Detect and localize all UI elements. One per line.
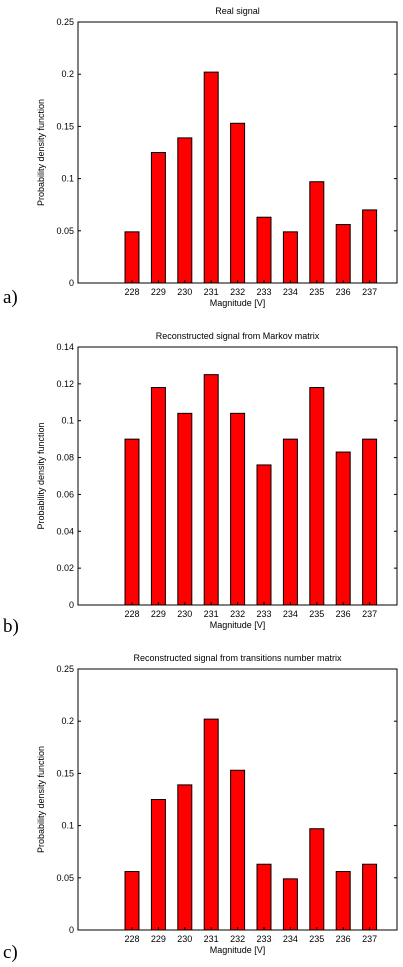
y-axis-label-c: Probability density function [36, 746, 46, 853]
y-tick-label-b: 0.12 [56, 379, 74, 389]
y-tick-label-c: 0.15 [56, 768, 74, 778]
bar-a-237 [362, 209, 378, 284]
y-tick-label-c: 0.1 [61, 821, 74, 831]
y-tick-label-b: 0.04 [56, 526, 74, 536]
bar-b-235 [309, 387, 325, 606]
panel-letter-c: c) [3, 942, 18, 963]
x-tick-label-b: 235 [309, 609, 324, 619]
bar-b-233 [256, 464, 272, 606]
x-tick-label-a: 235 [309, 287, 324, 297]
x-axis-label-c: Magnitude [V] [210, 945, 266, 955]
y-tick-label-b: 0.14 [56, 342, 74, 352]
bar-b-234 [282, 438, 298, 606]
x-tick-label-a: 229 [151, 287, 166, 297]
x-tick-label-b: 232 [230, 609, 245, 619]
bar-b-229 [150, 387, 166, 606]
x-tick-label-a: 228 [124, 287, 139, 297]
y-tick-label-a: 0.25 [56, 17, 74, 27]
x-tick-label-c: 232 [230, 934, 245, 944]
x-tick-label-b: 228 [124, 609, 139, 619]
bar-a-231 [203, 71, 219, 284]
y-tick-label-c: 0 [69, 925, 74, 935]
bar-c-228 [124, 871, 140, 931]
bar-b-237 [362, 438, 378, 606]
panel-letter-b: b) [3, 616, 19, 637]
x-tick-label-c: 231 [204, 934, 219, 944]
bar-b-228 [124, 438, 140, 606]
y-tick-label-a: 0.15 [56, 121, 74, 131]
x-tick-label-a: 236 [336, 287, 351, 297]
y-tick-label-c: 0.25 [56, 664, 74, 674]
x-tick-label-a: 230 [177, 287, 192, 297]
x-tick-label-c: 230 [177, 934, 192, 944]
x-tick-label-a: 234 [283, 287, 298, 297]
chart-title-a: Real signal [215, 6, 260, 16]
bar-c-230 [177, 784, 193, 931]
x-tick-label-c: 235 [309, 934, 324, 944]
bar-a-235 [309, 181, 325, 284]
x-tick-label-a: 233 [256, 287, 271, 297]
bar-b-232 [230, 412, 246, 606]
bar-c-234 [282, 878, 298, 931]
x-tick-label-c: 228 [124, 934, 139, 944]
y-tick-label-b: 0.1 [61, 416, 74, 426]
y-tick-label-c: 0.05 [56, 873, 74, 883]
x-axis-label-a: Magnitude [V] [210, 298, 266, 308]
bar-c-235 [309, 828, 325, 931]
bar-c-229 [150, 799, 166, 931]
bar-a-229 [150, 152, 166, 284]
bar-b-230 [177, 412, 193, 606]
y-tick-label-b: 0 [69, 600, 74, 610]
chart-title-c: Reconstructed signal from transitions nu… [133, 653, 342, 663]
y-tick-label-b: 0.06 [56, 489, 74, 499]
bar-c-231 [203, 718, 219, 931]
x-tick-label-c: 236 [336, 934, 351, 944]
x-tick-label-b: 230 [177, 609, 192, 619]
x-tick-label-b: 231 [204, 609, 219, 619]
x-axis-label-b: Magnitude [V] [210, 620, 266, 630]
x-tick-label-b: 233 [256, 609, 271, 619]
bar-c-233 [256, 863, 272, 931]
x-tick-label-c: 229 [151, 934, 166, 944]
y-tick-label-a: 0.1 [61, 174, 74, 184]
x-tick-label-b: 237 [362, 609, 377, 619]
bar-b-236 [335, 451, 351, 606]
y-tick-label-a: 0 [69, 278, 74, 288]
bar-a-232 [230, 122, 246, 284]
bar-c-236 [335, 871, 351, 931]
chart-title-b: Reconstructed signal from Markov matrix [156, 331, 320, 341]
y-tick-label-b: 0.08 [56, 453, 74, 463]
y-axis-label-a: Probability density function [36, 99, 46, 206]
bar-a-236 [335, 224, 351, 284]
y-tick-label-b: 0.02 [56, 563, 74, 573]
bar-a-234 [282, 231, 298, 284]
y-axis-label-b: Probability density function [36, 422, 46, 529]
x-tick-label-a: 231 [204, 287, 219, 297]
bar-a-228 [124, 231, 140, 284]
y-tick-label-c: 0.2 [61, 716, 74, 726]
x-tick-label-a: 237 [362, 287, 377, 297]
bar-c-232 [230, 769, 246, 931]
bar-c-237 [362, 863, 378, 931]
x-tick-label-b: 229 [151, 609, 166, 619]
bar-a-230 [177, 137, 193, 284]
panel-letter-a: a) [3, 287, 18, 308]
bar-a-233 [256, 216, 272, 284]
x-tick-label-b: 234 [283, 609, 298, 619]
x-tick-label-a: 232 [230, 287, 245, 297]
y-tick-label-a: 0.2 [61, 69, 74, 79]
y-tick-label-a: 0.05 [56, 226, 74, 236]
x-tick-label-c: 233 [256, 934, 271, 944]
bar-b-231 [203, 374, 219, 606]
x-tick-label-b: 236 [336, 609, 351, 619]
x-tick-label-c: 234 [283, 934, 298, 944]
x-tick-label-c: 237 [362, 934, 377, 944]
